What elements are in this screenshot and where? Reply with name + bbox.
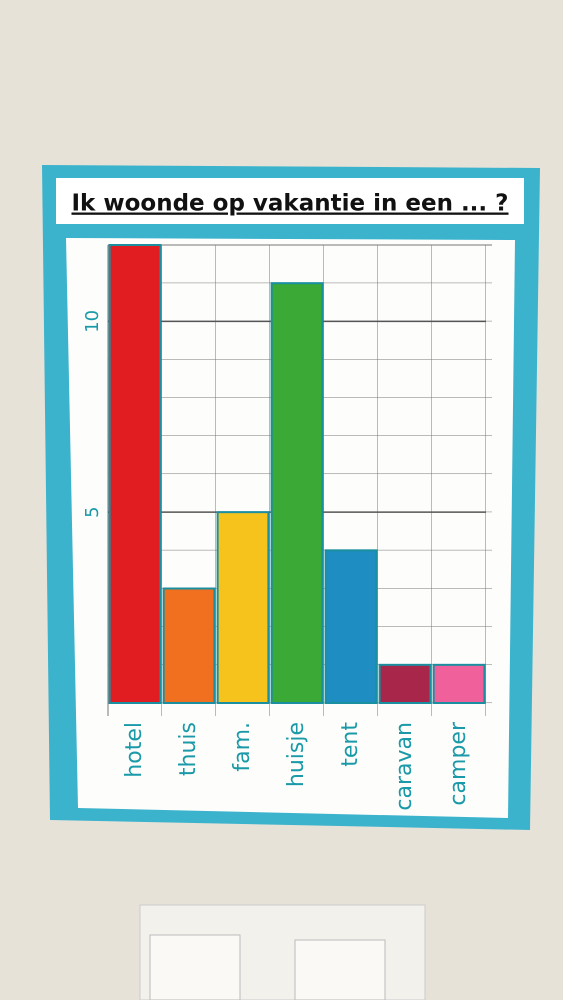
x-tick-label: fam.: [230, 722, 255, 772]
bar: [216, 511, 270, 705]
bar: [324, 549, 378, 704]
bar: [432, 663, 486, 704]
x-tick-label: thuis: [176, 722, 201, 776]
x-tick-label: hotel: [122, 722, 147, 778]
x-tick-label: caravan: [392, 722, 417, 811]
chart-title: Ik woonde op vakantie in een ... ?: [71, 191, 508, 217]
y-tick-label: 5: [82, 506, 103, 517]
x-tick-label: camper: [446, 721, 471, 806]
title-box: [56, 178, 524, 224]
bar: [270, 282, 324, 704]
bar: [378, 663, 432, 704]
switch: [294, 939, 386, 1000]
x-tick-label: huisje: [284, 722, 309, 787]
bar: [162, 587, 216, 704]
switch: [149, 934, 241, 1000]
bar: [108, 244, 162, 704]
y-tick-label: 10: [82, 310, 103, 333]
x-tick-label: tent: [338, 722, 363, 767]
